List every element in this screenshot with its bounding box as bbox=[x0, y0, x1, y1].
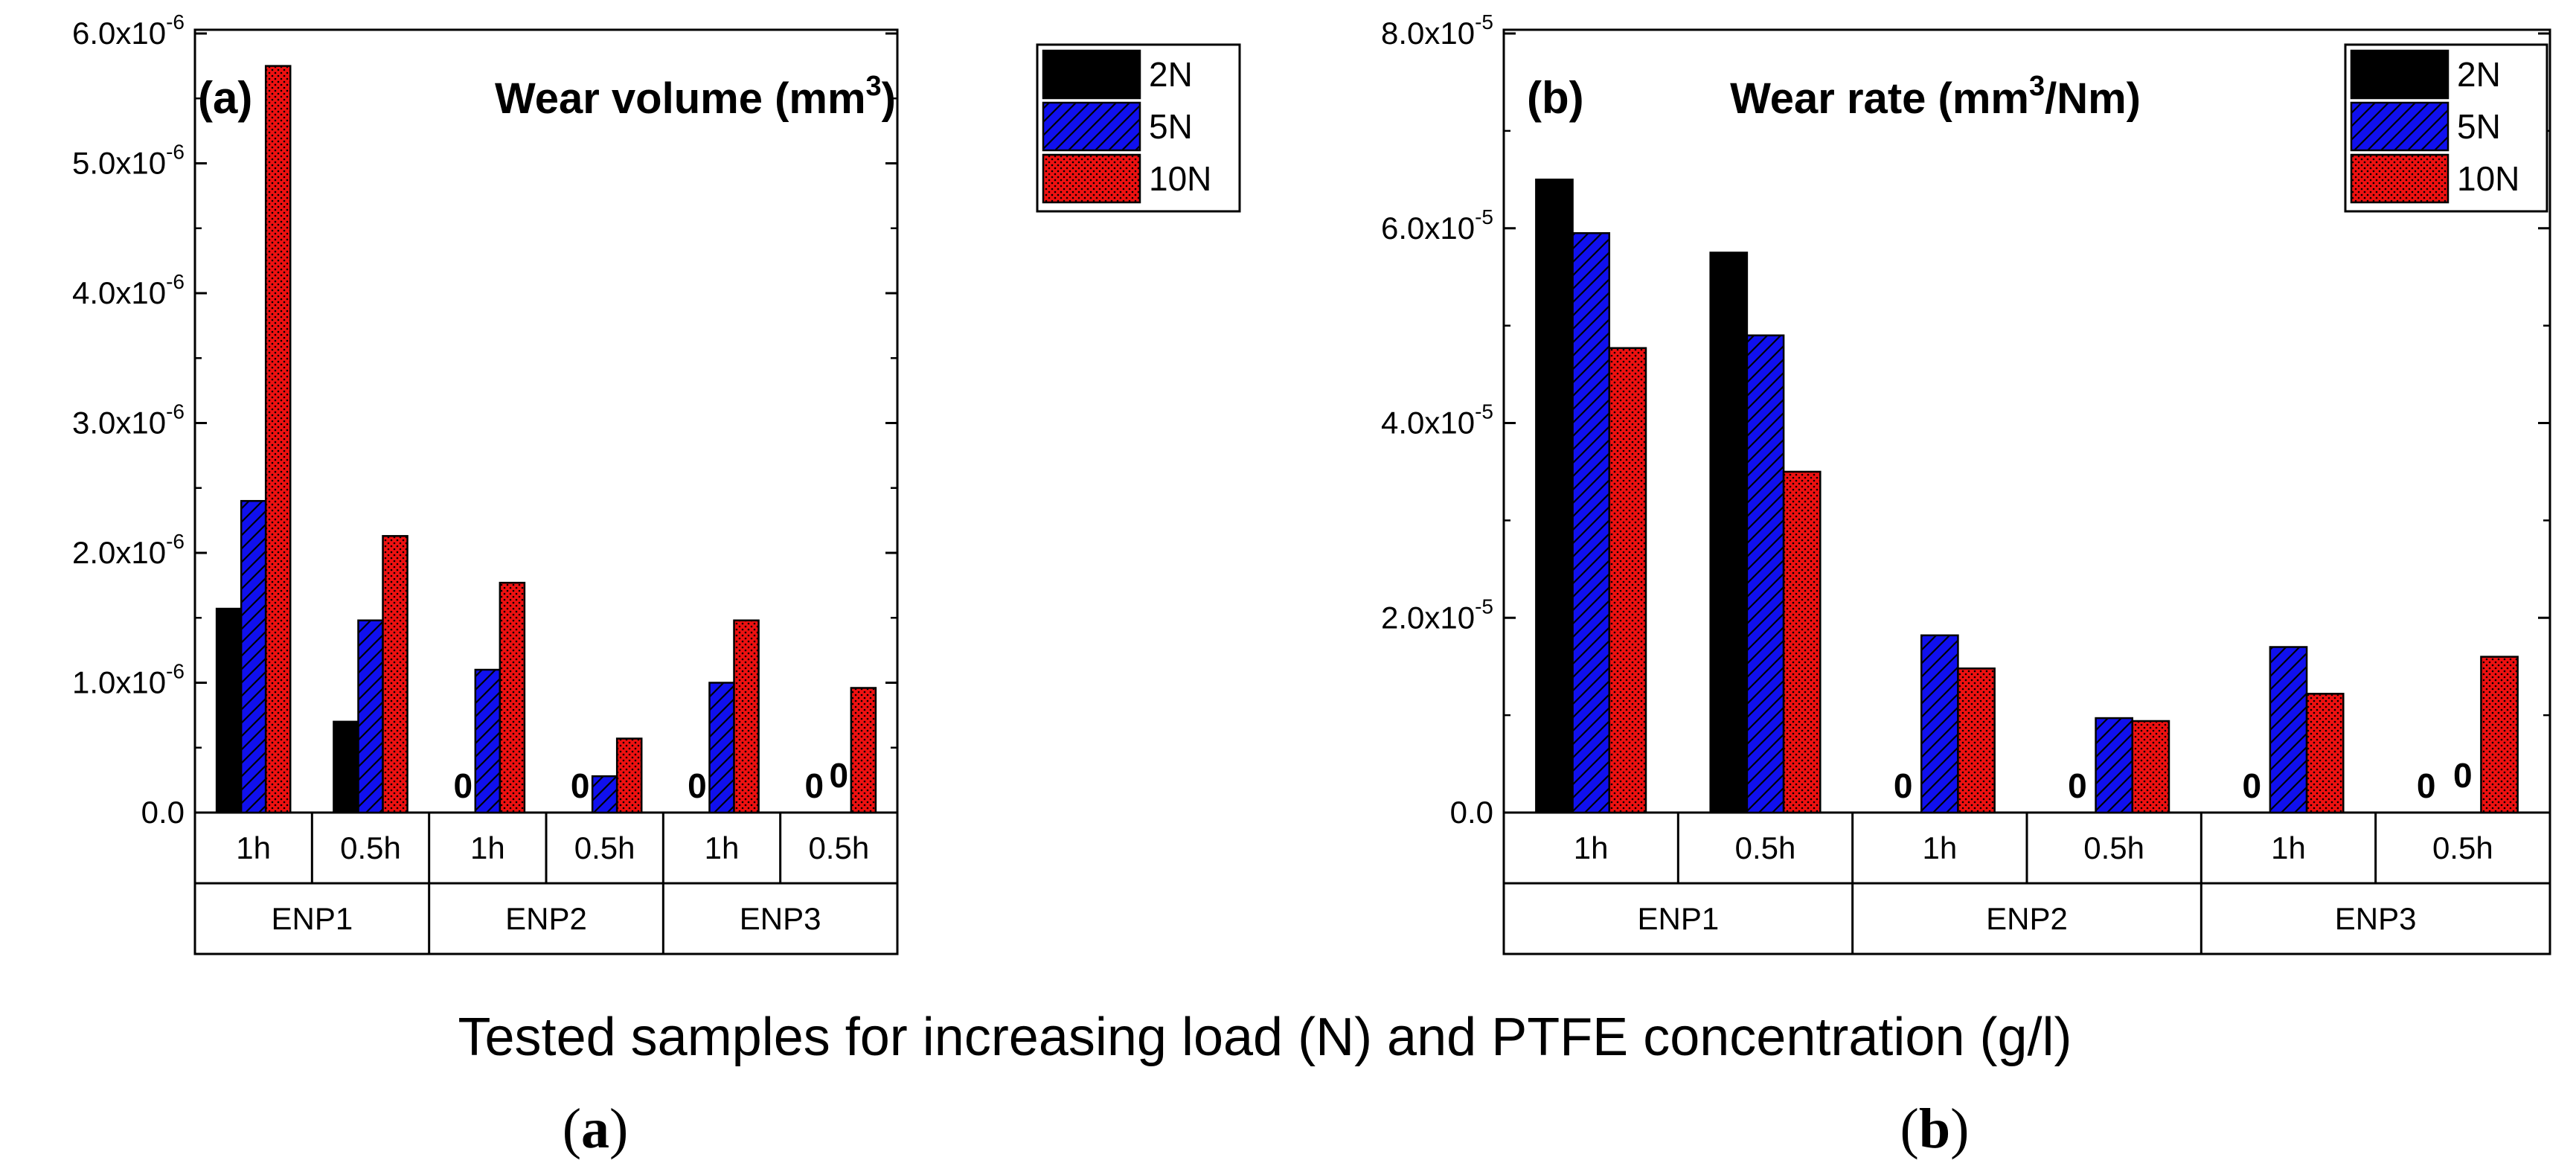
bar-10N-1 bbox=[382, 535, 408, 814]
zero-label: 0 bbox=[453, 766, 472, 805]
panel-title: Wear rate (mm3/Nm) bbox=[1730, 71, 2141, 123]
y-tick-label: 6.0x10-6 bbox=[72, 10, 185, 51]
category-label: 0.5h bbox=[1735, 830, 1796, 865]
y-tick-label: 2.0x10-6 bbox=[72, 530, 185, 570]
y-tick-label: 3.0x10-6 bbox=[72, 400, 185, 441]
y-tick-label: 0.0 bbox=[1450, 795, 1493, 830]
caption-a-close: ) bbox=[609, 1098, 628, 1160]
category-label: 0.5h bbox=[340, 830, 401, 865]
bar-2N-1 bbox=[333, 720, 359, 814]
legend-label-2N: 2N bbox=[1149, 55, 1193, 94]
panel-tag: (b) bbox=[1527, 73, 1584, 123]
bar-10N-2 bbox=[1957, 667, 1996, 814]
legend-swatch-10N bbox=[1042, 153, 1141, 204]
group-label: ENP2 bbox=[1986, 901, 2068, 936]
group-label: ENP1 bbox=[271, 901, 353, 936]
zero-label: 0 bbox=[688, 766, 707, 805]
category-label: 0.5h bbox=[2083, 830, 2144, 865]
bar-2N-0 bbox=[215, 607, 243, 814]
bar-10N-3 bbox=[2131, 720, 2170, 814]
bar-10N-2 bbox=[499, 581, 526, 814]
bar-10N-5 bbox=[2480, 656, 2519, 814]
category-label: 1h bbox=[470, 830, 505, 865]
zero-label: 0 bbox=[830, 756, 849, 795]
y-tick-label: 4.0x10-5 bbox=[1381, 400, 1493, 441]
zero-label: 0 bbox=[1894, 766, 1913, 805]
bar-5N-0 bbox=[240, 499, 267, 814]
legend-label-2N: 2N bbox=[2457, 55, 2501, 94]
legend-label-10N: 10N bbox=[1149, 159, 1211, 198]
legend-swatch-5N bbox=[2350, 101, 2450, 152]
group-label: ENP3 bbox=[740, 901, 821, 936]
panel-title: Wear volume (mm3) bbox=[495, 71, 896, 123]
legend-label-10N: 10N bbox=[2457, 159, 2519, 198]
legend-swatch-2N bbox=[2350, 49, 2450, 100]
y-tick-label: 2.0x10-5 bbox=[1381, 595, 1493, 635]
category-label: 1h bbox=[705, 830, 740, 865]
category-label: 0.5h bbox=[2432, 830, 2493, 865]
plot-frame bbox=[193, 28, 899, 955]
chart-wear-volume: 1h 0.5h 1h 0.5h 1h 0.5h ENP1 ENP2 ENP3 0.0 1.0x10-… bbox=[72, 10, 1241, 955]
bar-5N-3 bbox=[591, 775, 618, 814]
legend-label-5N: 5N bbox=[1149, 107, 1193, 146]
bar-10N-0 bbox=[264, 65, 292, 814]
y-tick-label: 4.0x10-6 bbox=[72, 270, 185, 310]
zero-label: 0 bbox=[2417, 766, 2436, 805]
y-tick-label: 6.0x10-5 bbox=[1381, 205, 1493, 246]
caption-a-open: ( bbox=[563, 1098, 581, 1160]
legend-swatch-2N bbox=[1042, 49, 1141, 100]
category-label: 0.5h bbox=[574, 830, 635, 865]
legend-swatch-10N bbox=[2350, 153, 2450, 204]
bar-5N-4 bbox=[2269, 646, 2308, 814]
bar-10N-1 bbox=[1782, 470, 1822, 814]
caption-b-open: ( bbox=[1900, 1098, 1919, 1160]
zero-label: 0 bbox=[571, 766, 590, 805]
bar-5N-2 bbox=[1920, 634, 1959, 814]
legend-label-5N: 5N bbox=[2457, 107, 2501, 146]
plot-frame bbox=[1502, 28, 2551, 955]
bar-2N-0 bbox=[1535, 179, 1574, 814]
x-axis-label: Tested samples for increasing load (N) a… bbox=[458, 1008, 2072, 1067]
category-label: 1h bbox=[2271, 830, 2306, 865]
caption-b-close: ) bbox=[1950, 1098, 1969, 1160]
zero-label: 0 bbox=[2453, 756, 2473, 795]
bar-2N-1 bbox=[1709, 252, 1749, 814]
bar-10N-4 bbox=[733, 619, 760, 814]
bar-5N-3 bbox=[2095, 717, 2134, 814]
bar-10N-3 bbox=[615, 737, 643, 814]
group-label: ENP3 bbox=[2335, 901, 2417, 936]
panel-tag: (a) bbox=[198, 73, 252, 123]
bar-5N-0 bbox=[1571, 232, 1611, 814]
caption-b-letter: b bbox=[1919, 1098, 1950, 1160]
y-tick-label: 8.0x10-5 bbox=[1381, 10, 1493, 51]
y-tick-label: 1.0x10-6 bbox=[72, 660, 185, 700]
category-label: 1h bbox=[236, 830, 271, 865]
bar-10N-4 bbox=[2305, 693, 2345, 814]
group-label: ENP2 bbox=[505, 901, 587, 936]
zero-label: 0 bbox=[804, 766, 824, 805]
category-label: 1h bbox=[1922, 830, 1957, 865]
legend-swatch-5N bbox=[1042, 101, 1141, 152]
y-tick-label: 5.0x10-6 bbox=[72, 141, 185, 181]
zero-label: 0 bbox=[2068, 766, 2087, 805]
zero-label: 0 bbox=[2242, 766, 2261, 805]
bar-5N-1 bbox=[357, 619, 384, 814]
category-label: 1h bbox=[1574, 830, 1609, 865]
bar-5N-2 bbox=[474, 668, 502, 814]
chart-wear-rate: 1h 0.5h 1h 0.5h 1h 0.5h ENP1 ENP2 ENP3 0.0 2.0x10-… bbox=[1381, 10, 2551, 955]
caption-a-letter: a bbox=[581, 1098, 609, 1160]
bar-5N-4 bbox=[708, 682, 735, 814]
caption-a: (a) bbox=[563, 1098, 629, 1160]
category-label: 0.5h bbox=[808, 830, 869, 865]
bar-5N-1 bbox=[1746, 334, 1785, 814]
group-label: ENP1 bbox=[1637, 901, 1719, 936]
bar-10N-5 bbox=[850, 687, 877, 814]
y-tick-label: 0.0 bbox=[141, 795, 185, 830]
caption-b: (b) bbox=[1900, 1098, 1970, 1160]
bar-10N-0 bbox=[1608, 347, 1647, 814]
